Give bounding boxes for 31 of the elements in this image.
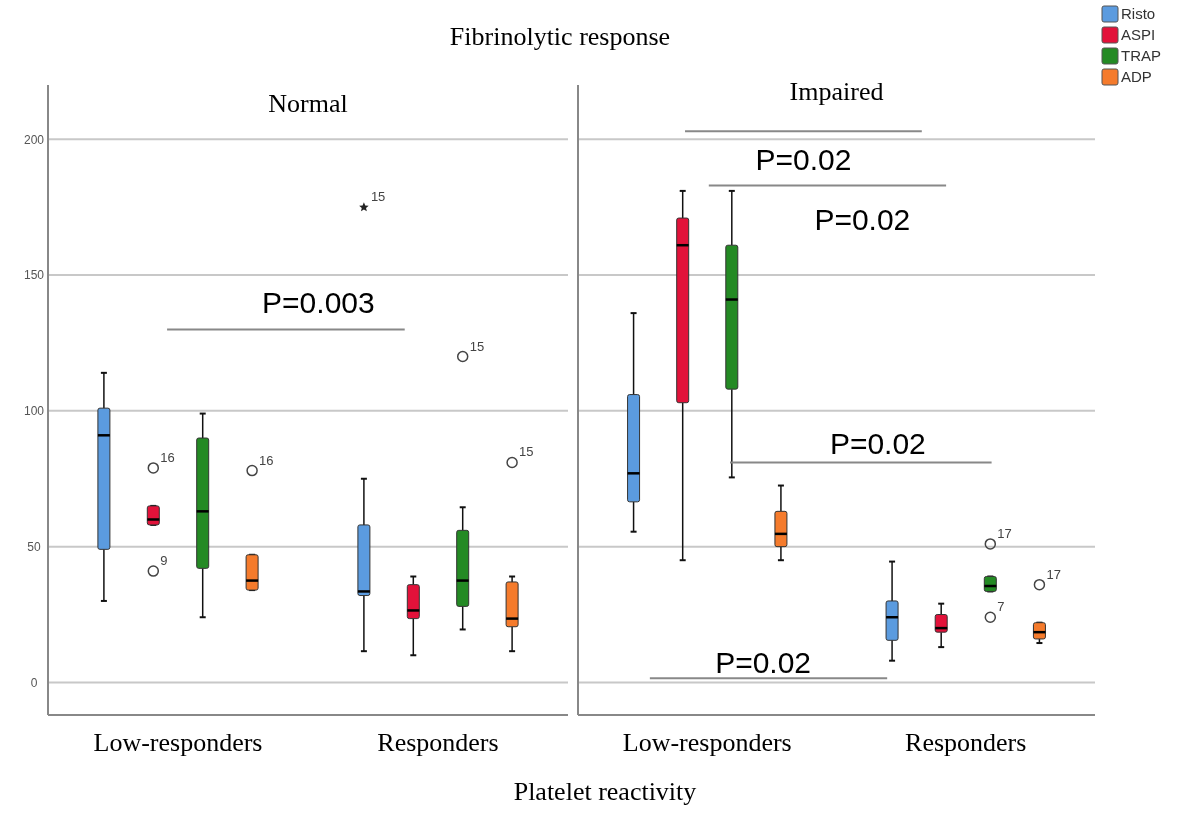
y-tick-label: 100 [23, 404, 45, 419]
legend-label: ASPI [1121, 26, 1156, 43]
annotation: P=0.003 [262, 286, 375, 320]
x-tick-label: Low-responders [622, 728, 792, 757]
annotation: 15 [370, 189, 386, 205]
legend-label: Risto [1121, 5, 1156, 22]
x-tick-label: Responders [377, 728, 499, 757]
annotation: 16 [259, 452, 274, 468]
x-tick-label: Responders [905, 728, 1027, 757]
annotation: P=0.02 [829, 427, 926, 461]
annotation: 9 [160, 553, 168, 569]
y-tick-label: 50 [27, 539, 41, 554]
y-tick-label: 0 [30, 675, 38, 690]
x-axis-title: Platelet reactivity [513, 777, 697, 806]
annotation: 16 [160, 449, 175, 465]
legend-label: TRAP [1121, 47, 1162, 64]
annotation: P=0.02 [755, 143, 852, 177]
annotation: P=0.02 [715, 646, 812, 680]
chart-subtitle: Fibrinolytic response [449, 22, 671, 51]
annotation: P=0.02 [814, 203, 911, 237]
annotation: 17 [1046, 566, 1061, 582]
annotation: 15 [469, 338, 485, 354]
chart-title: Impaired [789, 77, 884, 106]
chart-title: Normal [268, 89, 348, 118]
annotation: 7 [997, 599, 1005, 615]
x-tick-label: Low-responders [93, 728, 263, 757]
legend-label: ADP [1121, 68, 1152, 85]
annotation: 15 [519, 444, 534, 460]
annotation: 17 [997, 525, 1012, 541]
y-tick-label: 200 [23, 132, 45, 147]
y-tick-label: 150 [23, 268, 45, 283]
